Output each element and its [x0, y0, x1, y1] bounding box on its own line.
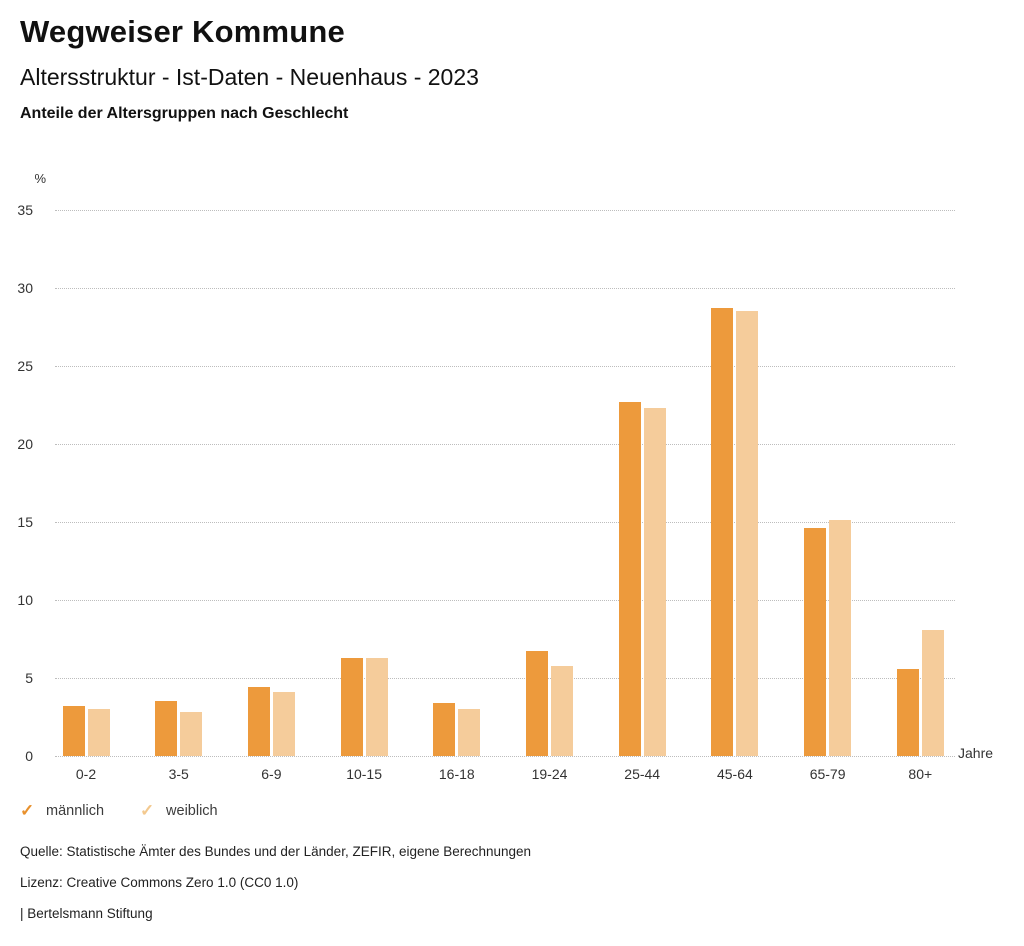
bar-männlich-6-9 — [247, 687, 270, 756]
bar-männlich-45-64 — [711, 308, 734, 756]
gridline-35 — [55, 210, 955, 211]
bar-weiblich-25-44 — [643, 408, 666, 756]
legend: ✓ männlich ✓ weiblich — [20, 802, 254, 820]
y-axis-tick-label: 5 — [25, 670, 33, 686]
x-axis-tick-label: 19-24 — [531, 766, 568, 782]
bar-männlich-25-44 — [618, 401, 641, 756]
y-axis-tick-label: 0 — [25, 748, 33, 764]
bar-weiblich-19-24 — [551, 665, 573, 756]
y-axis-tick-label: 35 — [17, 202, 33, 218]
gridline-15 — [55, 522, 955, 523]
gridline-10 — [55, 600, 955, 601]
legend-item-männlich[interactable]: ✓ männlich — [20, 802, 104, 820]
bar-weiblich-80+ — [921, 629, 944, 756]
bar-männlich-0-2 — [62, 706, 85, 756]
gridline-0 — [55, 756, 955, 757]
bar-weiblich-45-64 — [736, 311, 759, 756]
bar-männlich-80+ — [896, 668, 919, 756]
gridline-25 — [55, 366, 955, 367]
gridline-20 — [55, 444, 955, 445]
x-axis-tick-label: 3-5 — [168, 766, 189, 782]
y-axis-unit-label: % — [34, 171, 46, 186]
y-axis-tick-label: 25 — [17, 358, 33, 374]
bar-weiblich-6-9 — [272, 692, 295, 756]
page-title: Wegweiser Kommune — [20, 14, 345, 49]
legend-item-label: männlich — [46, 803, 105, 819]
source-text: Quelle: Statistische Ämter des Bundes un… — [20, 844, 532, 859]
bar-weiblich-0-2 — [87, 709, 110, 756]
y-axis-tick-label: 20 — [17, 436, 33, 452]
gridline-30 — [55, 288, 955, 289]
x-axis-tick-label: 10-15 — [346, 766, 382, 782]
bar-männlich-3-5 — [155, 701, 178, 756]
x-axis-tick-label: 65-79 — [809, 766, 846, 782]
check-icon: ✓ — [20, 801, 35, 820]
x-axis-tick-label: 25-44 — [624, 766, 661, 782]
x-axis-tick-label: 6-9 — [261, 766, 282, 782]
bar-männlich-10-15 — [340, 657, 363, 756]
bar-männlich-19-24 — [526, 651, 548, 756]
attribution-text: | Bertelsmann Stiftung — [20, 906, 153, 921]
check-icon: ✓ — [140, 801, 155, 820]
x-axis-tick-label: 80+ — [908, 766, 933, 782]
x-axis-tick-label: 45-64 — [716, 766, 753, 782]
legend-item-label: weiblich — [166, 803, 218, 819]
legend-item-weiblich[interactable]: ✓ weiblich — [140, 802, 218, 820]
plot-area: 0 5 10 15 20 25 30 35 0-2 3-5 6-9 10-15 16-18 19-24 25… — [17, 202, 955, 782]
license-text: Lizenz: Creative Commons Zero 1.0 (CC0 1… — [20, 875, 299, 890]
bar-weiblich-3-5 — [180, 712, 203, 756]
chart-description: Anteile der Altersgruppen nach Geschlech… — [20, 105, 349, 122]
bar-weiblich-65-79 — [829, 520, 852, 756]
y-axis-tick-label: 15 — [17, 514, 33, 530]
x-axis-tick-label: 16-18 — [438, 766, 475, 782]
gridline-5 — [55, 678, 955, 679]
bar-männlich-16-18 — [433, 702, 456, 756]
x-axis-tick-label: 0-2 — [75, 766, 97, 782]
x-axis-unit-label: Jahre — [958, 745, 994, 761]
chart-subtitle: Altersstruktur - Ist-Daten - Neuenhaus -… — [20, 64, 479, 90]
bar-weiblich-10-15 — [365, 657, 388, 756]
y-axis-tick-label: 30 — [17, 280, 33, 296]
bar-männlich-65-79 — [804, 528, 827, 756]
bar-weiblich-16-18 — [458, 709, 481, 756]
y-axis-tick-label: 10 — [17, 592, 33, 608]
